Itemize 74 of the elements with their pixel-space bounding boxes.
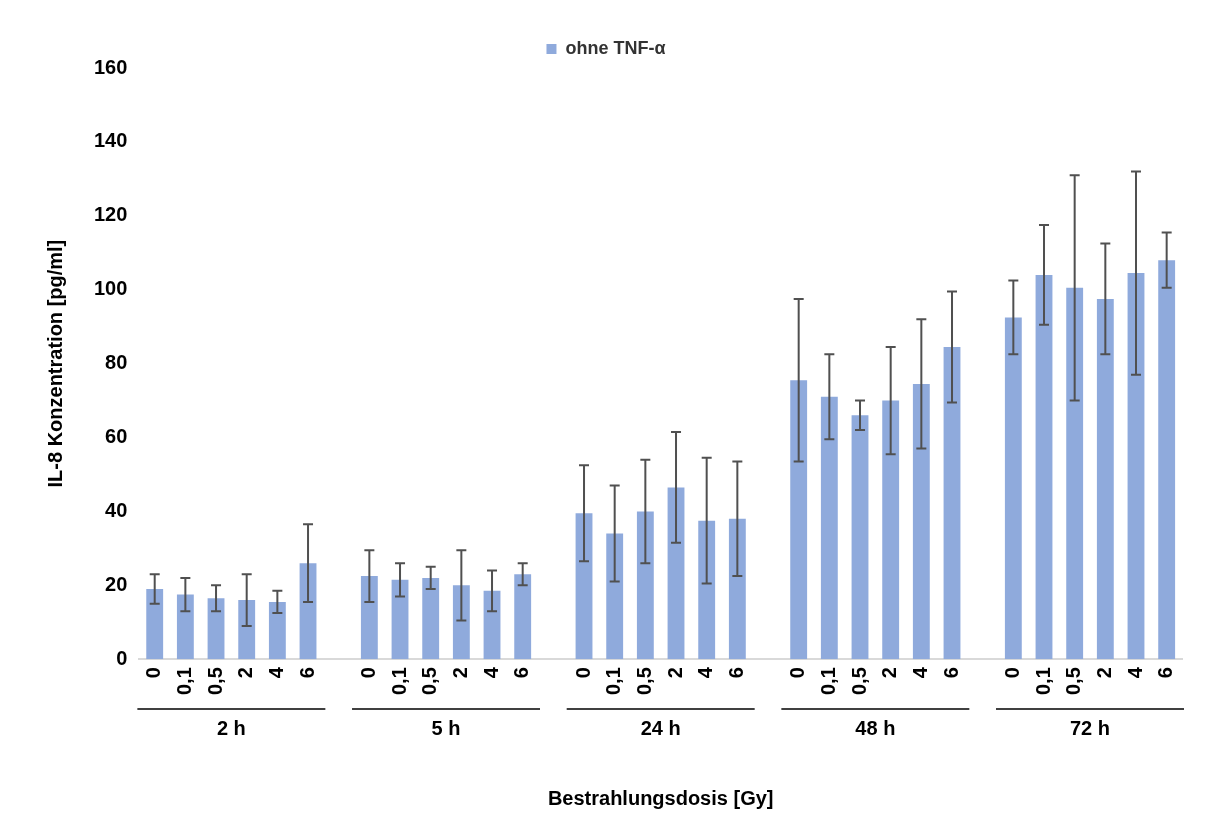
x-tick-label: 0,5	[203, 667, 226, 696]
bar	[1066, 287, 1084, 660]
bar	[207, 598, 225, 660]
x-tick-label: 2	[663, 667, 686, 679]
text: 5 h	[431, 716, 461, 739]
x-tick-label: 4	[694, 666, 717, 679]
bar	[728, 518, 746, 660]
bar	[422, 577, 440, 660]
x-tick-label: 2	[234, 667, 257, 679]
text: 24 h	[640, 716, 681, 739]
bar	[943, 346, 961, 660]
x-tick-label: 0	[1000, 667, 1023, 679]
bar	[606, 533, 624, 660]
text: 72 h	[1069, 716, 1111, 739]
bar	[636, 511, 654, 660]
x-tick-label: 0,1	[1031, 667, 1054, 696]
bar	[698, 520, 716, 660]
x-tick-label: 4	[479, 666, 502, 679]
y-axis-title: IL-8 Konzentration [pg/ml]	[43, 239, 66, 488]
bar	[1096, 298, 1114, 660]
bar	[391, 579, 409, 660]
x-tick-label: 4	[264, 666, 287, 679]
bar	[790, 380, 808, 660]
bar	[912, 383, 930, 660]
bar	[1158, 260, 1176, 660]
bar	[268, 601, 286, 660]
bar	[1127, 273, 1145, 660]
x-tick-label: 6	[1154, 667, 1177, 679]
x-tick-label: 0,1	[816, 667, 839, 696]
bar	[575, 513, 593, 660]
bar	[360, 576, 378, 660]
x-axis-title: Bestrahlungsdosis [Gy]	[547, 786, 774, 809]
legend-label: ohne TNF-α	[565, 37, 666, 58]
y-tick-label: 20	[105, 572, 128, 595]
x-tick-label: 4	[1123, 666, 1146, 679]
y-tick-label: 60	[105, 425, 128, 448]
y-tick-label: 140	[93, 129, 128, 152]
x-tick-label: 0,5	[847, 667, 870, 696]
y-tick-label: 160	[93, 55, 128, 78]
x-tick-label: 6	[939, 667, 962, 679]
y-tick-label: 80	[105, 351, 128, 374]
bar	[146, 588, 164, 660]
bar	[1035, 274, 1053, 660]
y-tick-label: 40	[105, 498, 128, 521]
text: 2 h	[216, 716, 246, 739]
y-tick-label: 100	[93, 277, 128, 300]
x-tick-label: 2	[1092, 667, 1115, 679]
bar	[820, 396, 838, 660]
x-tick-label: 2	[448, 667, 471, 679]
bar	[851, 415, 869, 660]
bar	[1004, 317, 1022, 660]
x-tick-label: 0,5	[1062, 667, 1085, 696]
x-tick-label: 0,5	[632, 667, 655, 696]
x-tick-label: 0,1	[387, 667, 410, 696]
text: 48 h	[855, 716, 896, 739]
bar	[514, 574, 532, 660]
x-tick-label: 2	[878, 667, 901, 679]
x-tick-label: 6	[724, 667, 747, 679]
x-tick-label: 6	[510, 667, 533, 679]
x-tick-label: 0	[356, 667, 379, 679]
bar	[667, 487, 685, 660]
bar	[452, 585, 470, 660]
bar	[238, 600, 256, 660]
x-tick-label: 0,1	[602, 667, 625, 696]
x-tick-label: 0,5	[418, 667, 441, 696]
x-tick-label: 0,1	[172, 667, 195, 696]
x-tick-label: 0	[142, 667, 165, 679]
bar	[176, 594, 194, 660]
bar	[882, 400, 900, 660]
x-tick-label: 0	[786, 667, 809, 679]
x-tick-label: 4	[908, 666, 931, 679]
x-tick-label: 6	[295, 667, 318, 679]
y-tick-label: 120	[93, 203, 128, 226]
x-tick-label: 0	[571, 667, 594, 679]
